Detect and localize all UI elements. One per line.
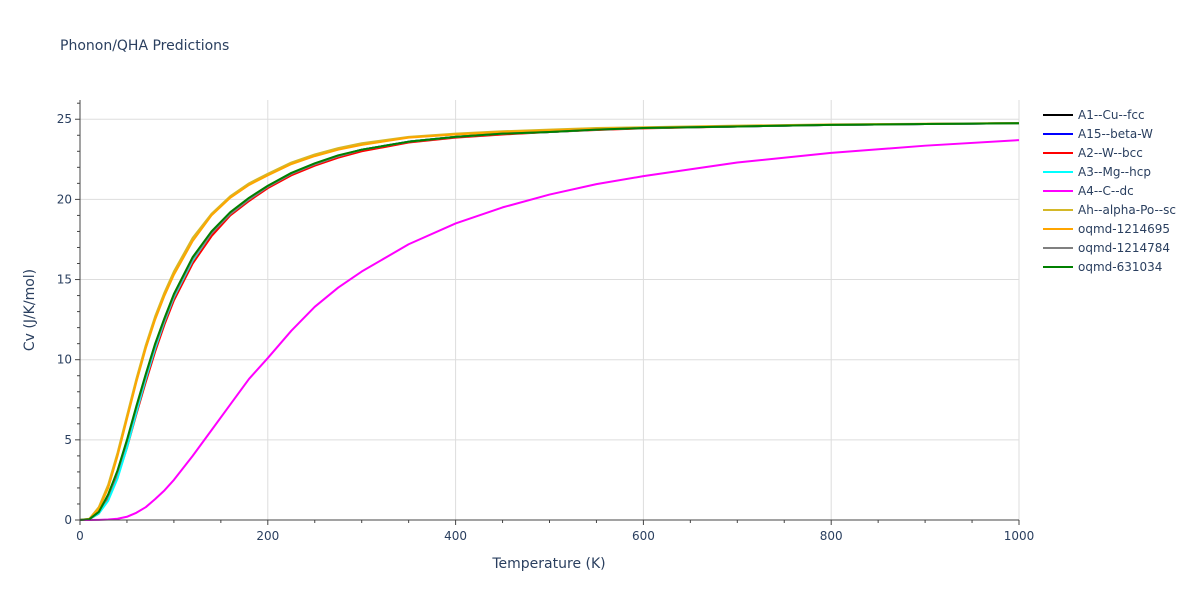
legend-item[interactable]: Ah--alpha-Po--sc	[1043, 203, 1176, 217]
legend-item[interactable]: A15--beta-W	[1043, 127, 1153, 141]
legend-label: A3--Mg--hcp	[1078, 165, 1151, 179]
legend-item[interactable]: oqmd-631034	[1043, 260, 1162, 274]
series-line-6	[79, 122, 1020, 521]
axis-layer: 0 200 400 600 800 1000 0 5 10 15 20 25	[57, 100, 1035, 543]
series-line-4	[80, 139, 1020, 521]
legend-label: oqmd-631034	[1078, 260, 1162, 274]
y-tick-label: 0	[64, 513, 72, 527]
series-line-7	[79, 122, 1020, 521]
legend-label: A1--Cu--fcc	[1078, 108, 1145, 122]
series-line-5	[79, 122, 1020, 521]
legend-label: oqmd-1214695	[1078, 222, 1170, 236]
x-tick-label: 800	[820, 529, 843, 543]
x-tick-label: 200	[256, 529, 279, 543]
series-line-8	[79, 122, 1020, 521]
series-layer	[79, 122, 1020, 521]
y-tick-label: 25	[57, 112, 72, 126]
y-tick-label: 20	[57, 192, 72, 206]
legend-item[interactable]: A4--C--dc	[1043, 184, 1134, 198]
y-tick-label: 5	[64, 433, 72, 447]
legend-item[interactable]: A1--Cu--fcc	[1043, 108, 1145, 122]
legend-label: A4--C--dc	[1078, 184, 1134, 198]
legend-item[interactable]: A3--Mg--hcp	[1043, 165, 1151, 179]
x-tick-label: 0	[76, 529, 84, 543]
chart-title: Phonon/QHA Predictions	[60, 38, 229, 54]
legend-label: A15--beta-W	[1078, 127, 1153, 141]
x-tick-label: 1000	[1004, 529, 1035, 543]
series-line-2	[79, 122, 1020, 521]
grid-layer	[80, 100, 1020, 520]
x-tick-label: 600	[632, 529, 655, 543]
x-tick-label: 400	[444, 529, 467, 543]
legend-label: A2--W--bcc	[1078, 146, 1143, 160]
legend-label: Ah--alpha-Po--sc	[1078, 203, 1176, 217]
legend: A1--Cu--fcc A15--beta-W A2--W--bcc A3--Mg--…	[1043, 108, 1176, 274]
x-axis-title: Temperature (K)	[491, 556, 605, 572]
y-axis-title: Cv (J/K/mol)	[22, 269, 38, 351]
series-line-0	[79, 122, 1020, 521]
series-line-1	[79, 122, 1020, 521]
legend-item[interactable]: oqmd-1214695	[1043, 222, 1170, 236]
y-tick-label: 15	[57, 273, 72, 287]
series-line-3	[79, 122, 1020, 521]
legend-item[interactable]: oqmd-1214784	[1043, 241, 1170, 255]
y-tick-label: 10	[57, 353, 72, 367]
legend-item[interactable]: A2--W--bcc	[1043, 146, 1143, 160]
legend-label: oqmd-1214784	[1078, 241, 1170, 255]
